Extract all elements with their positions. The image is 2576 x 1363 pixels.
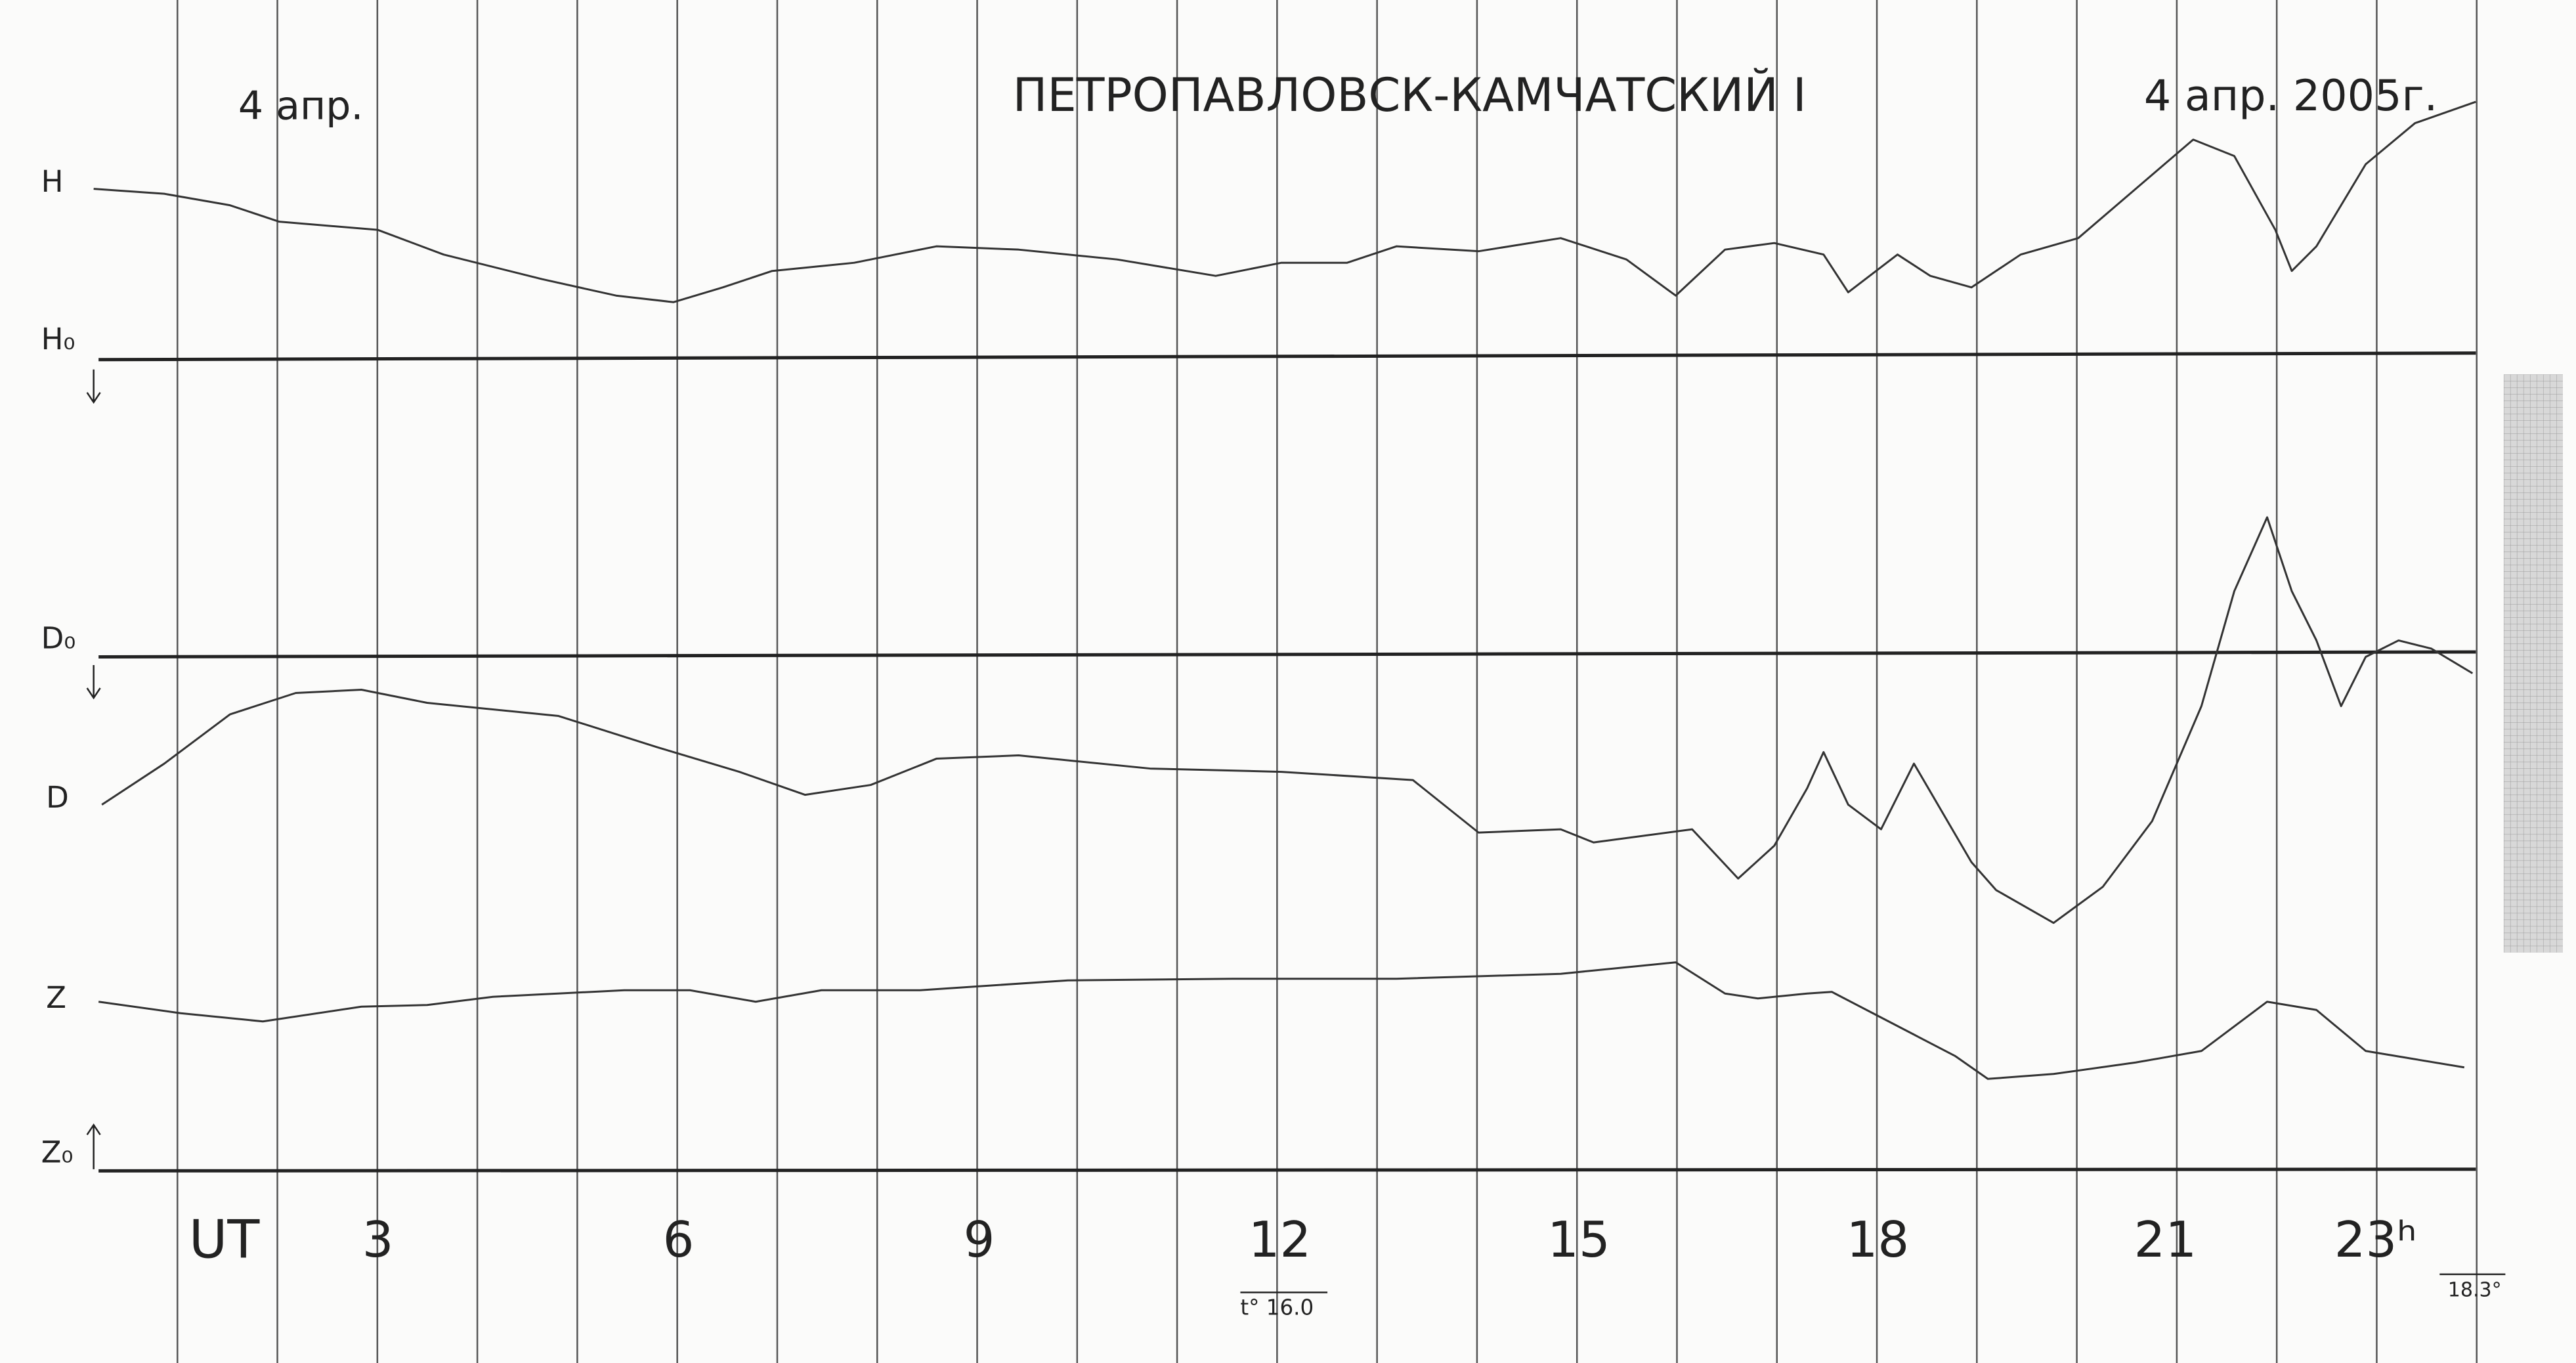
- h-trace: [93, 100, 2476, 303]
- z-arrow: [86, 1123, 101, 1169]
- h-arrow: [86, 369, 101, 404]
- trace-label-z0: Z₀: [41, 1135, 74, 1169]
- hour-label: 23ʰ: [2334, 1211, 2417, 1268]
- hour-label: 21: [2134, 1211, 2197, 1268]
- trace-label-z: Z: [46, 980, 66, 1015]
- trace-label-h: H: [41, 164, 64, 199]
- trace-label-d0: D₀: [41, 620, 76, 655]
- z-baseline: [98, 1167, 2476, 1173]
- date-right: 4 апр. 2005г.: [2144, 72, 2438, 121]
- trace-label-h0: H₀: [41, 322, 75, 357]
- z-trace: [98, 961, 2465, 1080]
- d-baseline: [98, 650, 2476, 659]
- hour-grid: [177, 0, 2478, 1363]
- temperature-start: t° 16.0: [1240, 1295, 1314, 1320]
- trace-label-d: D: [46, 780, 69, 815]
- hour-label: 9: [964, 1211, 995, 1268]
- scale-strip-grid: [2503, 374, 2563, 953]
- hour-label: 6: [663, 1211, 695, 1268]
- hour-label: 12: [1249, 1211, 1312, 1268]
- d-trace: [101, 516, 2474, 924]
- hour-labels: 3 6 9 12 15 18 21 23ʰ: [362, 1211, 2417, 1268]
- date-left: 4 апр.: [238, 83, 364, 129]
- d-arrow: [86, 664, 101, 700]
- station-title: ПЕТРОПАВЛОВСК-КАМЧАТСКИЙ I: [1013, 68, 1807, 122]
- hour-label: 18: [1847, 1211, 1910, 1268]
- hour-label: 3: [362, 1211, 394, 1268]
- h-baseline: [98, 351, 2476, 362]
- temperature-end: 18.3°: [2448, 1278, 2502, 1301]
- time-axis-label: UT: [189, 1209, 261, 1270]
- hour-label: 15: [1547, 1211, 1610, 1268]
